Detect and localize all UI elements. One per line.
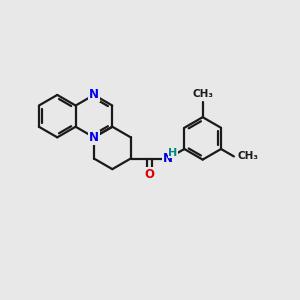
Text: N: N <box>89 131 99 144</box>
Text: CH₃: CH₃ <box>237 152 258 161</box>
Text: N: N <box>89 131 99 144</box>
Text: O: O <box>145 168 155 181</box>
Text: CH₃: CH₃ <box>192 89 213 99</box>
Text: N: N <box>163 152 173 165</box>
Text: N: N <box>89 88 99 101</box>
Text: H: H <box>169 148 178 158</box>
